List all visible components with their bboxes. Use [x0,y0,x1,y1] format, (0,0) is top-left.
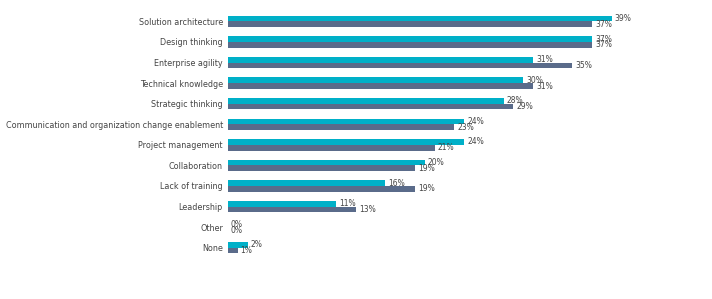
Bar [228,22,592,27]
Bar [228,83,533,89]
Text: 37%: 37% [595,40,612,49]
Text: 16%: 16% [388,179,405,187]
Bar [228,165,415,171]
Bar [228,242,248,248]
Text: 37%: 37% [595,35,612,44]
Bar [228,248,238,254]
Text: 30%: 30% [526,76,543,85]
Text: 20%: 20% [428,158,444,167]
Text: 37%: 37% [595,20,612,29]
Bar [228,139,464,145]
Text: 31%: 31% [536,55,553,64]
Text: 2%: 2% [251,240,262,249]
Text: 13%: 13% [359,205,375,214]
Text: 35%: 35% [575,61,592,70]
Text: 21%: 21% [438,143,454,152]
Text: 19%: 19% [418,164,434,173]
Text: 23%: 23% [457,123,474,132]
Text: 0%: 0% [231,220,243,229]
Bar [228,201,336,207]
Bar [228,57,533,62]
Bar [228,42,592,48]
Bar [228,77,523,83]
Bar [228,98,503,104]
Text: 0%: 0% [231,225,243,234]
Bar [228,207,356,212]
Bar [228,186,415,192]
Text: 31%: 31% [536,82,553,91]
Bar [228,160,425,165]
Text: 11%: 11% [339,199,356,208]
Text: 19%: 19% [418,184,434,193]
Text: 39%: 39% [615,14,632,23]
Text: 1%: 1% [241,246,253,255]
Bar [228,124,454,130]
Bar [228,62,572,68]
Bar [228,36,592,42]
Bar [228,145,434,151]
Text: 24%: 24% [467,138,484,147]
Text: 28%: 28% [506,96,523,105]
Bar [228,180,385,186]
Text: 29%: 29% [516,102,533,111]
Bar [228,16,612,22]
Bar [228,104,513,109]
Bar [228,118,464,124]
Text: 24%: 24% [467,117,484,126]
